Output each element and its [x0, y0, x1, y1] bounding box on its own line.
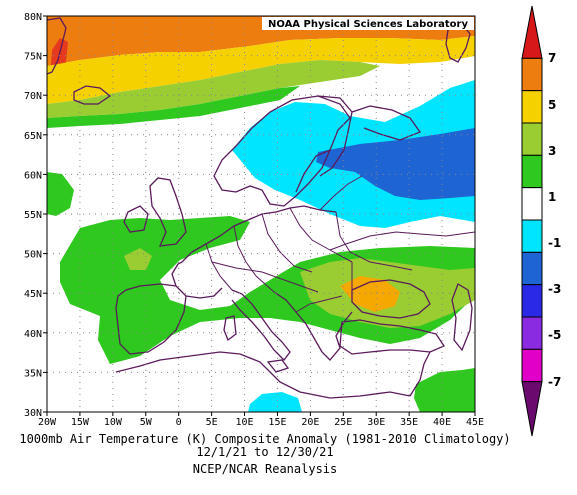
lat-label: 75N: [24, 52, 42, 63]
lat-label: 35N: [24, 368, 42, 379]
colorbar-segment: [521, 122, 543, 156]
coastlines: [47, 17, 473, 399]
anomaly-region-green-west-edge: [47, 172, 74, 216]
coast-italy: [231, 289, 291, 361]
border-1: [205, 243, 233, 291]
anomaly-region-green-south: [60, 216, 475, 364]
border-4: [289, 207, 353, 263]
lat-label: 65N: [24, 131, 42, 142]
lon-label: 10W: [104, 417, 123, 428]
lat-label: 80N: [24, 12, 42, 23]
map-area: [47, 16, 475, 412]
colorbar-label: 3: [548, 144, 556, 158]
colorbar-label: -1: [548, 236, 561, 250]
lon-label: 35E: [400, 417, 418, 428]
border-5: [335, 211, 413, 271]
colorbar-label: 1: [548, 190, 556, 204]
lon-label: 40E: [433, 417, 451, 428]
anomaly-region-orange-south: [340, 276, 400, 312]
coast-gulf-of-bothnia: [295, 149, 331, 193]
colorbar-label: -3: [548, 282, 561, 296]
caption-dates: 12/1/21 to 12/30/21: [196, 445, 334, 459]
colorbar-segment: [521, 5, 543, 59]
lon-label: 15E: [268, 417, 286, 428]
credit-text: NOAA Physical Sciences Laboratory: [268, 19, 469, 30]
coast-iberia: [115, 283, 187, 355]
colorbar-segment: [521, 348, 543, 383]
coast-north-africa: [115, 351, 411, 399]
colorbar-segment: [521, 251, 543, 286]
coast-sicily: [266, 359, 290, 373]
colorbar-segment: [521, 90, 543, 124]
coast-finland: [317, 95, 353, 177]
anomaly-region-blue: [316, 128, 475, 200]
colorbar: 7 5 3 1 -1 -3 -5 -7: [521, 5, 561, 437]
anomaly-region-yellow: [47, 36, 475, 104]
lat-label: 40N: [24, 329, 42, 340]
colorbar-segment: [521, 187, 543, 221]
caption-source: NCEP/NCAR Reanalysis: [192, 462, 338, 476]
border-7: [329, 231, 475, 251]
lat-label: 50N: [24, 250, 42, 261]
borders: [205, 175, 475, 313]
anomaly-region-green-southeast: [414, 368, 475, 412]
graticule: [47, 16, 475, 412]
colorbar-segment: [521, 316, 543, 350]
lat-axis-labels: 80N 75N 70N 65N 60N 55N 50N 45N 40N 35N 30N: [24, 12, 47, 419]
colorbar-segment: [521, 219, 543, 253]
lat-label: 30N: [24, 408, 42, 419]
lon-label: 5W: [140, 417, 153, 428]
lon-label: 20E: [301, 417, 319, 428]
lat-label: 60N: [24, 170, 42, 181]
border-3: [261, 213, 313, 273]
lon-label: 10E: [236, 417, 254, 428]
lon-axis-labels: 20W 15W 10W 5W 0 5E 10E 15E 20E 25E 30E 35E 40E 45E: [38, 412, 484, 428]
colorbar-segment: [521, 381, 543, 437]
coast-ireland: [123, 205, 149, 233]
coast-black-sea: [351, 279, 431, 319]
anomaly-region-cyan-south: [248, 392, 302, 412]
anomaly-region-yellowgreen: [47, 60, 380, 118]
credit-box: [262, 17, 474, 30]
colorbar-segment: [521, 284, 543, 318]
lon-label: 20W: [38, 417, 57, 428]
colorbar-segment: [521, 154, 543, 189]
caption-title: 1000mb Air Temperature (K) Composite Ano…: [19, 432, 511, 446]
lon-label: 15W: [71, 417, 90, 428]
coast-britain: [149, 177, 187, 247]
coast-caspian: [451, 283, 473, 352]
lon-label: 30E: [367, 417, 385, 428]
border-6: [211, 261, 319, 293]
lon-label: 0: [176, 417, 182, 428]
anomaly-region-green-north: [47, 86, 300, 128]
lon-label: 25E: [334, 417, 352, 428]
coast-france: [171, 261, 223, 299]
coast-balkans: [273, 291, 353, 361]
coast-iceland: [73, 85, 112, 105]
lat-label: 70N: [24, 91, 42, 102]
border-2: [233, 225, 275, 293]
colorbar-label: 7: [548, 51, 556, 65]
border-8: [319, 175, 363, 211]
colorbar-segment: [521, 57, 543, 92]
colorbar-label: -7: [548, 375, 561, 389]
coast-greenland: [47, 17, 67, 75]
coast-sardinia: [223, 315, 237, 342]
lon-label: 5E: [206, 417, 218, 428]
colorbar-label: -5: [548, 328, 561, 342]
coast-anatolia: [339, 319, 445, 355]
lon-label: 45E: [466, 417, 484, 428]
colorbar-label: 5: [548, 98, 556, 112]
coast-continent-north: [181, 205, 337, 263]
coast-levant: [409, 351, 431, 397]
lat-label: 45N: [24, 289, 42, 300]
lat-label: 55N: [24, 210, 42, 221]
border-10: [295, 295, 343, 313]
